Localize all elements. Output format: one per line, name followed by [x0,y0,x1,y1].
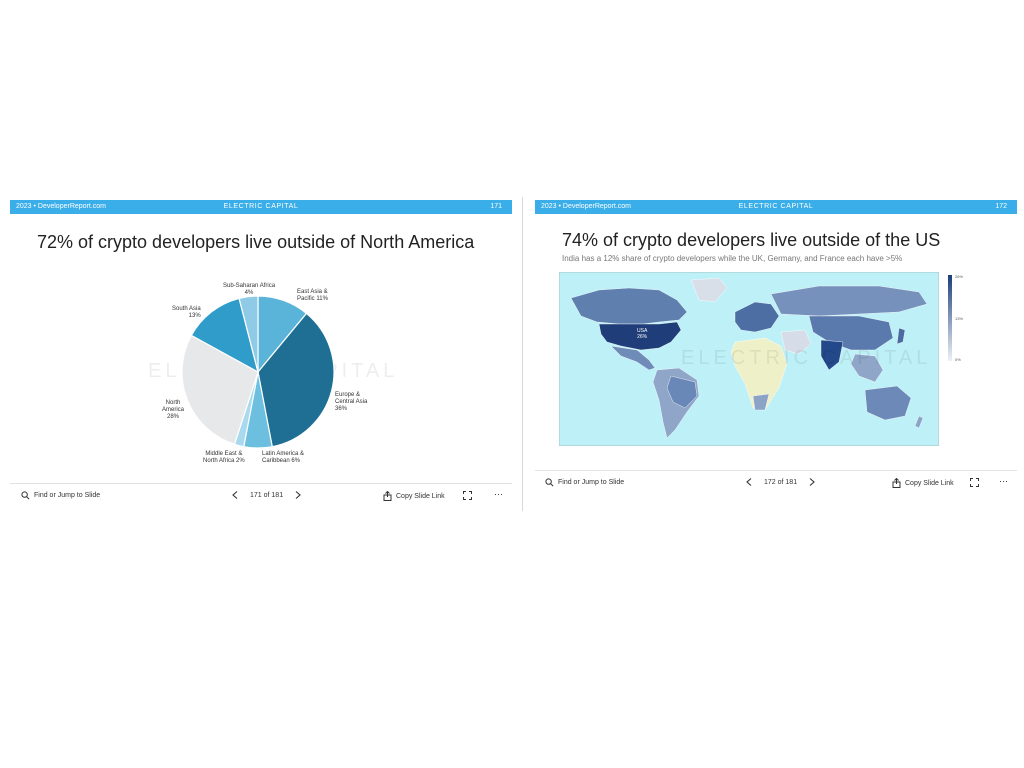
search-icon [545,478,554,487]
header-source: 2023 • DeveloperReport.com [541,203,631,210]
pie-slice-south-asia [190,297,259,374]
map-legend-bar [948,275,952,361]
header-page-number: 172 [995,203,1007,210]
label-latin-america-caribbean: Latin America & Caribbean 6% [262,451,304,465]
label-name: North [165,400,181,406]
pager-label: 172 of 181 [764,478,798,486]
legend-tick-max: 26% [955,274,964,279]
chevron-left-icon[interactable] [232,491,238,499]
more-icon: ⋯ [494,489,503,499]
label-name: Sub-Saharan Africa [223,283,276,289]
country-australia [864,385,912,421]
country-russia [770,285,928,317]
header-brand: ELECTRIC CAPITAL [738,203,814,210]
label-pct: North Africa 2% [203,458,245,464]
find-slide-label: Find or Jump to Slide [34,492,101,499]
fullscreen-button[interactable] [970,478,979,487]
world-map [559,272,939,446]
label-pct: Caribbean 6% [262,458,301,464]
share-icon [383,491,392,501]
header-page-number: 171 [490,203,502,210]
fullscreen-button[interactable] [463,491,472,500]
pager-label: 171 of 181 [250,491,284,499]
pie-slice-europe-central-asia [257,312,335,448]
country-canada [570,287,688,325]
find-slide-button[interactable]: Find or Jump to Slide [545,478,624,487]
more-icon: ⋯ [999,476,1008,486]
slide-172: 2023 • DeveloperReport.com ELECTRIC CAPI… [527,197,1017,499]
find-slide-button[interactable]: Find or Jump to Slide [21,491,100,500]
legend-tick-min: 0% [955,357,961,362]
usa-label: USA [637,328,648,334]
slide-title: 74% of crypto developers live outside of… [562,230,941,250]
slide-pager: 172 of 181 [746,478,815,486]
copy-slide-link-button[interactable]: Copy Slide Link [892,478,954,488]
label-name2: America [162,407,185,413]
country-brazil [666,375,698,409]
label-pct: Pacific 11% [297,296,328,302]
chevron-right-icon[interactable] [809,478,815,486]
chevron-left-icon[interactable] [746,478,752,486]
label-pct: 28% [167,414,180,420]
country-india [820,339,844,371]
label-pct: 4% [244,290,254,296]
share-icon [892,478,901,488]
country-new-zealand [914,415,924,429]
label-pct: 13% [188,313,201,319]
pie-slice-sub-saharan-africa [238,295,259,373]
label-name: Middle East & [205,451,243,457]
label-east-asia-pacific: East Asia & Pacific 11% [297,289,328,303]
slide-header-bar: 2023 • DeveloperReport.com ELECTRIC CAPI… [535,200,1017,214]
label-name: Europe & [335,392,361,398]
find-slide-label: Find or Jump to Slide [558,479,625,486]
copy-slide-link-label: Copy Slide Link [396,492,445,500]
label-name: Latin America & [262,451,305,457]
usa-map-label: USA 26% [637,328,647,340]
fullscreen-icon [463,491,472,500]
label-name2: Central Asia [335,399,368,405]
fullscreen-icon [970,478,979,487]
region-southeast-asia [850,353,884,383]
region-europe [734,301,780,333]
more-options-button[interactable]: ⋯ [494,489,503,500]
header-brand: ELECTRIC CAPITAL [223,203,299,210]
slide-toolbar: Find or Jump to Slide 171 of 181 Copy Sl… [10,483,512,506]
legend-tick-mid: 13% [955,316,964,321]
header-source: 2023 • DeveloperReport.com [16,203,106,210]
label-north-america: North America 28% [162,400,184,421]
label-south-asia: South Asia 13% [172,306,201,320]
more-options-button[interactable]: ⋯ [999,476,1008,487]
slide-subtitle: India has a 12% share of crypto develope… [562,254,903,263]
copy-slide-link-label: Copy Slide Link [905,479,954,487]
country-usa [598,321,682,351]
label-sub-saharan-africa: Sub-Saharan Africa 4% [223,283,275,297]
usa-pct: 26% [637,334,648,340]
slide-header-bar: 2023 • DeveloperReport.com ELECTRIC CAPI… [10,200,512,214]
search-icon [21,491,30,500]
label-name: South Asia [172,306,201,312]
country-south-africa [752,393,770,411]
country-mexico [610,345,656,371]
slide-171: 2023 • DeveloperReport.com ELECTRIC CAPI… [0,197,523,511]
slide-toolbar: Find or Jump to Slide 172 of 181 Copy Sl… [535,470,1017,493]
pie-chart [181,295,335,449]
region-middle-east [780,329,812,355]
country-greenland [690,277,728,303]
slide-pager: 171 of 181 [232,491,301,499]
country-japan [896,327,906,345]
label-europe-central-asia: Europe & Central Asia 36% [335,392,367,413]
label-pct: 36% [335,406,348,412]
slide-title: 72% of crypto developers live outside of… [37,232,475,252]
label-name: East Asia & [297,289,328,295]
label-middle-east-north-africa: Middle East & North Africa 2% [203,451,245,465]
copy-slide-link-button[interactable]: Copy Slide Link [383,491,445,501]
pie-slice-north-america [181,334,259,446]
chevron-right-icon[interactable] [295,491,301,499]
